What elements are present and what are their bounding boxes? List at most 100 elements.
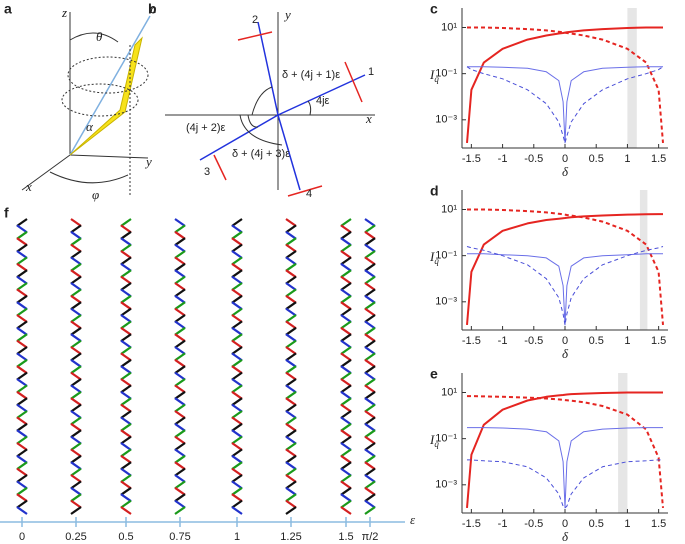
stick [364,461,376,471]
panel-label: a [4,1,12,17]
stick [364,486,376,496]
stick [340,326,352,336]
stick [16,288,28,298]
stick [231,474,243,483]
stick [340,416,352,426]
phi-arc [49,171,129,184]
stick [70,506,82,515]
y-axis-label: Iq [429,67,439,84]
tick-label: 0 [19,531,25,543]
stick [70,262,82,272]
stick [364,243,376,253]
stick [120,390,132,400]
y-axis-label: Iq [429,249,439,266]
stick [120,410,132,419]
curve [467,26,664,143]
stick [120,371,132,381]
stick [16,218,28,227]
curve [467,459,663,509]
stick [16,326,28,336]
stick [16,230,28,240]
panel-label: d [430,183,439,199]
y-axis-label: Iq [429,432,439,449]
stick [231,320,243,330]
stick [231,224,243,234]
stick [231,339,243,349]
stick [70,435,82,445]
stick [364,454,376,464]
stick [174,448,186,458]
stick [364,493,376,503]
stick [285,454,297,464]
stick [120,346,132,355]
stick [285,422,297,432]
stick [120,442,132,451]
stick [120,275,132,285]
stick [285,294,297,304]
stick [285,506,297,515]
stick [174,269,186,279]
stick [70,416,82,426]
panel-f: 0 0.25 0.5 0.75 1 1.25 1.5 π/2 [0,218,405,543]
axis-label: y [144,154,152,169]
stick [285,301,297,311]
stick [340,358,352,368]
stick [231,237,243,247]
stick [285,390,297,400]
stick [285,429,297,439]
stick [340,307,352,317]
stick [16,320,28,330]
stick [120,499,132,509]
stick [174,435,186,445]
panel-a [21,12,151,195]
stick [16,429,28,439]
stick [285,224,297,234]
stick [285,320,297,330]
x-tick-label: -1.5 [462,335,481,347]
stick [70,410,82,419]
stick [285,269,297,279]
stick [174,378,186,387]
x-tick-label: 0.5 [589,335,604,347]
stick [340,371,352,381]
stick [70,486,82,496]
stick [364,371,376,381]
stick [174,307,186,317]
stick [174,333,186,343]
panel-label: b [148,1,157,17]
stick [120,250,132,259]
stick [174,429,186,439]
stick [285,275,297,285]
stick [231,365,243,375]
stick [340,365,352,375]
stick [174,346,186,355]
tick-label: 0.25 [65,531,86,543]
y-tick-label: 10⁻¹ [435,250,457,262]
angle-label: (4j + 2)ε [186,122,226,134]
stick [174,256,186,266]
stick [16,403,28,413]
stick [16,461,28,471]
cone-rim [67,56,149,94]
axis-label: x [365,111,372,126]
stick [285,346,297,355]
stick [364,442,376,451]
stick [16,352,28,362]
stick [70,493,82,503]
y-tick-label: 10¹ [441,203,457,215]
stick [174,243,186,253]
y-tick-label: 10¹ [441,386,457,398]
curve [467,395,664,508]
stick [231,442,243,451]
stick [231,378,243,387]
stick [70,384,82,394]
stick [364,294,376,304]
stick [364,224,376,234]
stick [340,480,352,490]
x-tick-label: 1.5 [651,335,666,347]
stick [16,346,28,355]
axis-label: y [283,7,291,22]
stick [340,250,352,259]
stick [231,307,243,317]
stick [174,294,186,304]
